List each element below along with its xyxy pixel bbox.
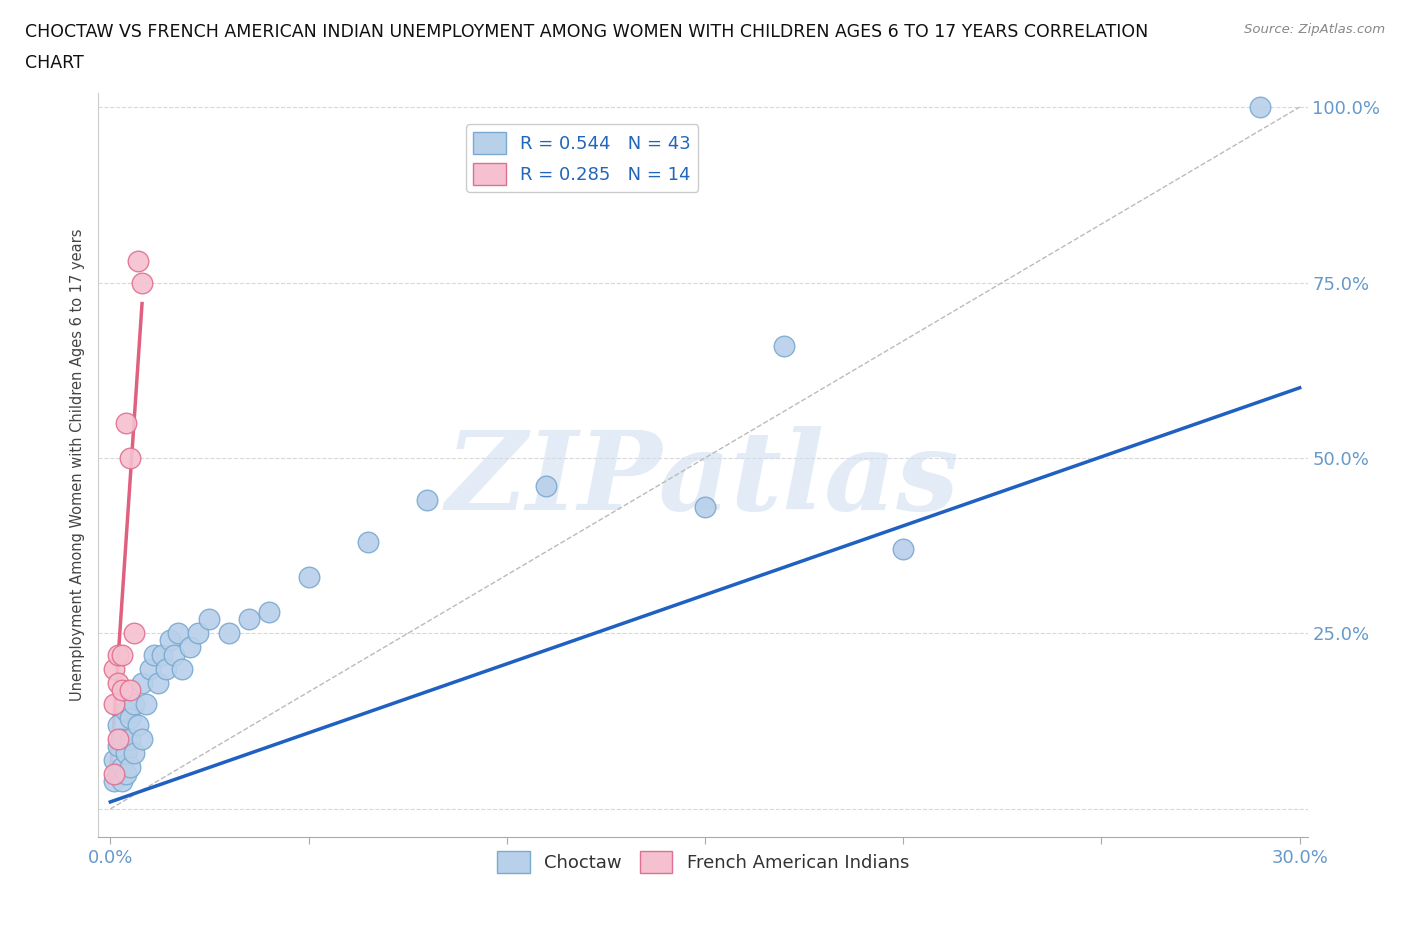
Point [103, 774, 125, 789]
Point [693, 499, 716, 514]
Point [120, 450, 142, 465]
Point [357, 535, 380, 550]
Point [103, 752, 125, 767]
Point [115, 766, 138, 781]
Point [536, 479, 558, 494]
Text: CHOCTAW VS FRENCH AMERICAN INDIAN UNEMPLOYMENT AMONG WOMEN WITH CHILDREN AGES 6 : CHOCTAW VS FRENCH AMERICAN INDIAN UNEMPL… [25, 23, 1149, 41]
Point [107, 738, 129, 753]
Text: CHART: CHART [25, 54, 84, 72]
Point [107, 717, 129, 732]
Point [1249, 100, 1271, 114]
Point [198, 612, 221, 627]
Point [122, 745, 145, 760]
Point [115, 416, 138, 431]
Y-axis label: Unemployment Among Women with Children Ages 6 to 17 years: Unemployment Among Women with Children A… [70, 229, 86, 701]
Point [103, 661, 125, 676]
Point [120, 683, 142, 698]
Point [107, 647, 129, 662]
Point [127, 254, 149, 269]
Point [139, 661, 162, 676]
Point [111, 731, 134, 746]
Point [122, 697, 145, 711]
Point [120, 711, 142, 725]
Point [186, 626, 208, 641]
Point [155, 661, 177, 676]
Point [218, 626, 240, 641]
Point [416, 493, 439, 508]
Point [146, 675, 169, 690]
Legend: Choctaw, French American Indians: Choctaw, French American Indians [489, 844, 917, 880]
Point [159, 633, 181, 648]
Point [122, 626, 145, 641]
Point [131, 675, 153, 690]
Point [107, 731, 129, 746]
Point [238, 612, 260, 627]
Point [166, 626, 188, 641]
Point [131, 275, 153, 290]
Point [142, 647, 165, 662]
Point [179, 640, 201, 655]
Point [111, 683, 134, 698]
Point [111, 760, 134, 775]
Point [103, 697, 125, 711]
Point [107, 766, 129, 781]
Point [131, 731, 153, 746]
Point [891, 542, 914, 557]
Point [120, 760, 142, 775]
Point [111, 647, 134, 662]
Point [773, 339, 796, 353]
Point [120, 731, 142, 746]
Point [107, 675, 129, 690]
Text: Source: ZipAtlas.com: Source: ZipAtlas.com [1244, 23, 1385, 36]
Point [115, 703, 138, 718]
Point [170, 661, 193, 676]
Point [115, 745, 138, 760]
Point [103, 766, 125, 781]
Point [297, 570, 319, 585]
Point [111, 774, 134, 789]
Point [163, 647, 186, 662]
Point [150, 647, 173, 662]
Point [127, 717, 149, 732]
Point [257, 604, 280, 619]
Text: ZIPatlas: ZIPatlas [446, 426, 960, 534]
Point [135, 697, 157, 711]
